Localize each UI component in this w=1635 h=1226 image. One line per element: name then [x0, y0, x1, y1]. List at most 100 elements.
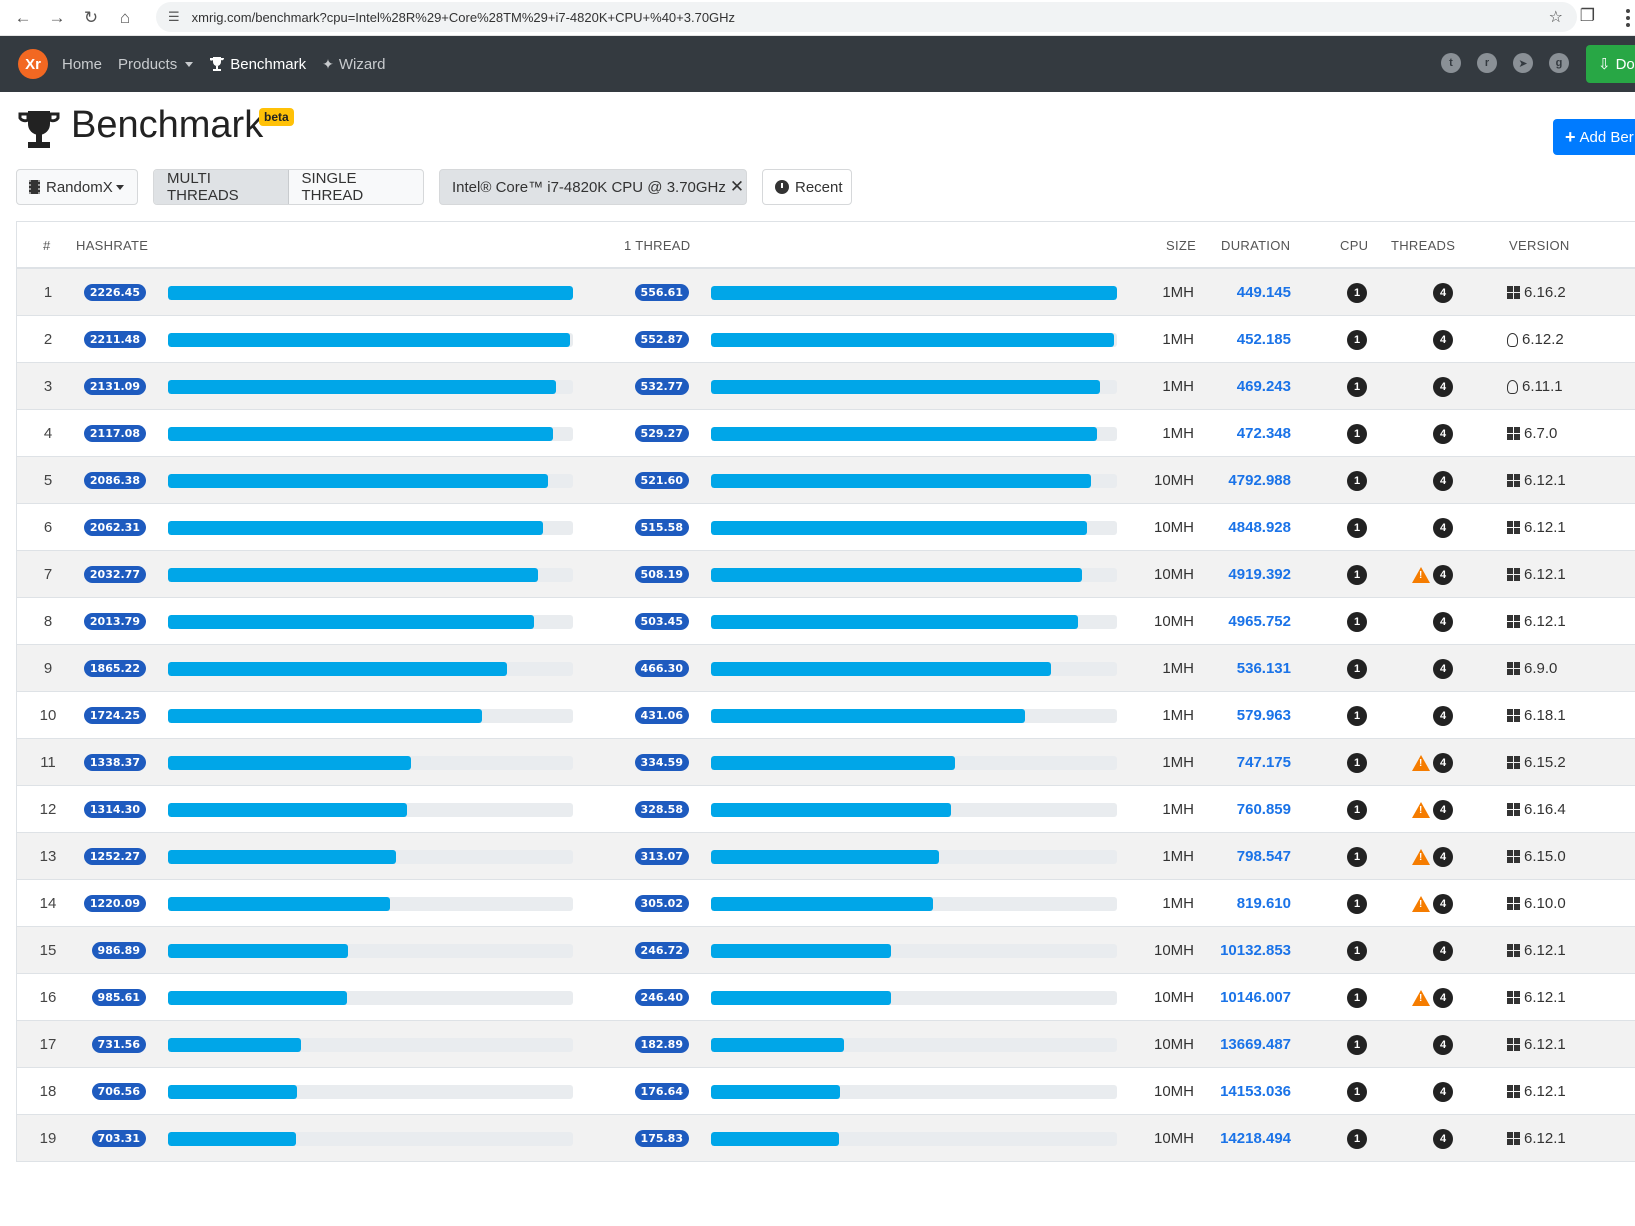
address-bar[interactable]: ☰ xmrig.com/benchmark?cpu=Intel%28R%29+C…	[156, 2, 1577, 32]
one-thread-cell: 182.89	[623, 1021, 689, 1068]
table-row[interactable]: 9 1865.22 466.30 1MH 536.131 1 4 6.9.0	[17, 645, 1635, 692]
bookmark-star-icon[interactable]: ☆	[1548, 9, 1563, 26]
duration-link[interactable]: 469.243	[1236, 378, 1291, 395]
col-num[interactable]: #	[43, 238, 51, 253]
download-button[interactable]: ⇩ Do	[1586, 45, 1635, 83]
nav-benchmark[interactable]: Benchmark	[209, 56, 306, 73]
threads-count-badge: 4	[1433, 987, 1453, 1008]
hashrate-cell: 703.31	[72, 1115, 146, 1162]
duration-link[interactable]: 449.145	[1236, 284, 1291, 301]
col-cpu[interactable]: CPU	[1340, 238, 1369, 253]
table-row[interactable]: 18 706.56 176.64 10MH 14153.036 1 4 6.12.1	[17, 1068, 1635, 1115]
duration-link[interactable]: 10132.853	[1220, 942, 1291, 959]
close-icon[interactable]: ✕	[729, 177, 745, 196]
col-hashrate[interactable]: HASHRATE	[76, 238, 149, 253]
table-row[interactable]: 6 2062.31 515.58 10MH 4848.928 1 4 6.12.1	[17, 504, 1635, 551]
one-thread-bar-track	[711, 849, 1117, 864]
cpu-cell: 1	[1345, 269, 1369, 316]
hashrate-bar-track	[168, 1037, 573, 1052]
table-row[interactable]: 15 986.89 246.72 10MH 10132.853 1 4 6.12.1	[17, 927, 1635, 974]
reddit-icon[interactable]: r	[1477, 53, 1497, 73]
table-row[interactable]: 4 2117.08 529.27 1MH 472.348 1 4 6.7.0	[17, 410, 1635, 457]
duration-link[interactable]: 4965.752	[1228, 613, 1291, 630]
cpu-cell: 1	[1345, 363, 1369, 410]
extensions-icon[interactable]: ❐	[1579, 6, 1595, 25]
hashrate-badge: 2211.48	[83, 331, 146, 348]
hashrate-bar-fill	[168, 943, 348, 958]
table-row[interactable]: 3 2131.09 532.77 1MH 469.243 1 4 6.11.1	[17, 363, 1635, 410]
one-thread-bar-track	[711, 520, 1117, 535]
one-thread-bar-track	[711, 473, 1117, 488]
home-icon[interactable]: ⌂	[119, 7, 131, 27]
hashrate-bar-track	[168, 896, 573, 911]
algorithm-dropdown[interactable]: RandomX	[16, 169, 138, 205]
duration-link[interactable]: 747.175	[1236, 754, 1291, 771]
multi-threads-button[interactable]: MULTI THREADS	[154, 170, 289, 204]
table-row[interactable]: 13 1252.27 313.07 1MH 798.547 1 4 6.15.0	[17, 833, 1635, 880]
threads-cell: 4	[1397, 927, 1453, 974]
xmrig-logo[interactable]: Xr	[18, 49, 48, 79]
windows-icon	[1507, 568, 1520, 581]
duration-link[interactable]: 4792.988	[1228, 472, 1291, 489]
table-row[interactable]: 5 2086.38 521.60 10MH 4792.988 1 4 6.12.1	[17, 457, 1635, 504]
duration-link[interactable]: 819.610	[1236, 895, 1291, 912]
threads-cell: 4	[1397, 645, 1453, 692]
row-rank: 12	[39, 801, 57, 818]
add-benchmark-button[interactable]: + Add Ber	[1553, 119, 1635, 155]
reload-icon[interactable]: ↻	[83, 7, 99, 27]
recent-button[interactable]: Recent	[762, 169, 852, 205]
table-row[interactable]: 1 2226.45 556.61 1MH 449.145 1 4 6.16.2	[17, 269, 1635, 316]
duration-link[interactable]: 13669.487	[1220, 1036, 1291, 1053]
nav-wizard[interactable]: ✦ Wizard	[322, 56, 385, 73]
table-row[interactable]: 16 985.61 246.40 10MH 10146.007 1 4 6.12.1	[17, 974, 1635, 1021]
duration-link[interactable]: 472.348	[1236, 425, 1291, 442]
cpu-filter-chip[interactable]: Intel® Core™ i7-4820K CPU @ 3.70GHz ✕	[439, 169, 747, 205]
duration-link[interactable]: 579.963	[1236, 707, 1291, 724]
duration-link[interactable]: 760.859	[1236, 801, 1291, 818]
col-duration[interactable]: DURATION	[1221, 238, 1291, 253]
duration-link[interactable]: 452.185	[1236, 331, 1291, 348]
nav-benchmark-label: Benchmark	[230, 55, 307, 73]
version-label: 6.12.1	[1524, 613, 1566, 630]
nav-home[interactable]: Home	[62, 56, 102, 73]
twitter-icon[interactable]: t	[1441, 53, 1461, 73]
table-row[interactable]: 12 1314.30 328.58 1MH 760.859 1 4 6.16.4	[17, 786, 1635, 833]
hashrate-cell: 2062.31	[72, 504, 146, 551]
nav-wizard-label: Wizard	[338, 55, 386, 73]
row-rank: 3	[43, 378, 53, 395]
duration-link[interactable]: 14218.494	[1220, 1130, 1291, 1147]
menu-kebab-icon[interactable]	[1621, 4, 1635, 32]
forward-icon[interactable]: →	[48, 7, 66, 27]
nav-products-dropdown[interactable]: Products	[118, 56, 194, 73]
single-thread-button[interactable]: SINGLE THREAD	[301, 170, 364, 204]
table-row[interactable]: 2 2211.48 552.87 1MH 452.185 1 4 6.12.2	[17, 316, 1635, 363]
col-one-thread[interactable]: 1 THREAD	[624, 238, 691, 253]
hashrate-cell: 2131.09	[72, 363, 146, 410]
table-row[interactable]: 19 703.31 175.83 10MH 14218.494 1 4 6.12.1	[17, 1115, 1635, 1162]
back-icon[interactable]: ←	[14, 7, 32, 27]
one-thread-cell: 503.45	[623, 598, 689, 645]
table-row[interactable]: 7 2032.77 508.19 10MH 4919.392 1 4 6.12.1	[17, 551, 1635, 598]
microchip-icon	[29, 180, 40, 194]
table-row[interactable]: 8 2013.79 503.45 10MH 4965.752 1 4 6.12.1	[17, 598, 1635, 645]
threads-cell: 4	[1397, 833, 1453, 880]
col-threads[interactable]: THREADS	[1391, 238, 1456, 253]
duration-link[interactable]: 4919.392	[1228, 566, 1291, 583]
col-version[interactable]: VERSION	[1509, 238, 1570, 253]
duration-link[interactable]: 14153.036	[1220, 1083, 1291, 1100]
duration-link[interactable]: 4848.928	[1228, 519, 1291, 536]
table-row[interactable]: 10 1724.25 431.06 1MH 579.963 1 4 6.18.1	[17, 692, 1635, 739]
duration-link[interactable]: 798.547	[1236, 848, 1291, 865]
table-row[interactable]: 17 731.56 182.89 10MH 13669.487 1 4 6.12.1	[17, 1021, 1635, 1068]
site-settings-icon[interactable]: ☰	[168, 9, 180, 24]
col-size[interactable]: SIZE	[1166, 238, 1197, 253]
github-icon[interactable]: g	[1549, 53, 1569, 73]
hashrate-bar-fill	[168, 708, 482, 723]
one-thread-badge: 328.58	[634, 801, 689, 818]
duration-link[interactable]: 10146.007	[1220, 989, 1291, 1006]
telegram-icon[interactable]: ➤	[1513, 53, 1533, 73]
duration-link[interactable]: 536.131	[1236, 660, 1291, 677]
table-row[interactable]: 11 1338.37 334.59 1MH 747.175 1 4 6.15.2	[17, 739, 1635, 786]
threads-count-badge: 4	[1433, 893, 1453, 914]
